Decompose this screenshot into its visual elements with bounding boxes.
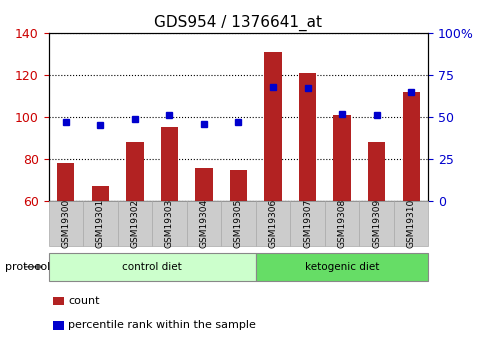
Bar (402, 92, 419, 201)
Bar (229, 170, 246, 201)
Bar (333, 115, 350, 201)
Text: GSM19306: GSM19306 (268, 199, 277, 248)
Title: GDS954 / 1376641_at: GDS954 / 1376641_at (154, 15, 322, 31)
Bar (367, 142, 385, 201)
Text: percentile rank within the sample: percentile rank within the sample (68, 321, 256, 331)
Bar (57, 163, 74, 201)
Text: GSM19305: GSM19305 (234, 199, 243, 248)
Bar (298, 72, 316, 201)
Text: GSM19303: GSM19303 (164, 199, 174, 248)
Bar (195, 168, 212, 201)
Text: GSM19302: GSM19302 (130, 199, 139, 248)
Text: GSM19301: GSM19301 (96, 199, 104, 248)
Bar (92, 187, 109, 201)
Text: GSM19300: GSM19300 (61, 199, 70, 248)
Text: ketogenic diet: ketogenic diet (305, 262, 379, 272)
Text: count: count (68, 296, 100, 306)
Text: protocol: protocol (5, 262, 50, 272)
Text: control diet: control diet (122, 262, 182, 272)
Text: GSM19304: GSM19304 (199, 199, 208, 248)
Text: GSM19309: GSM19309 (371, 199, 380, 248)
Text: GSM19310: GSM19310 (406, 199, 415, 248)
Bar (264, 51, 281, 201)
Text: GSM19307: GSM19307 (303, 199, 311, 248)
Bar (126, 142, 143, 201)
Bar (161, 127, 178, 201)
Text: GSM19308: GSM19308 (337, 199, 346, 248)
